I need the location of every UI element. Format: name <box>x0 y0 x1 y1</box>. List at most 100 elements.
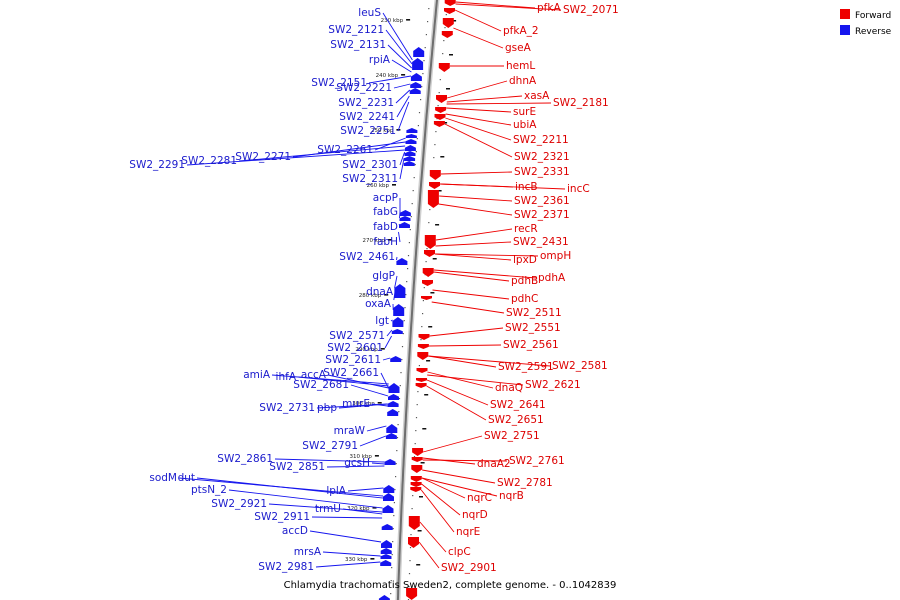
forward-gene-label[interactable]: SW2_2321 <box>514 151 570 163</box>
forward-gene-feature[interactable] <box>424 250 435 257</box>
forward-gene-feature[interactable] <box>410 476 422 482</box>
reverse-gene-feature[interactable] <box>406 128 418 133</box>
reverse-gene-label[interactable]: SW2_2121 <box>328 24 384 36</box>
forward-gene-label[interactable]: dnaQ <box>495 382 523 394</box>
forward-gene-feature[interactable] <box>441 31 453 38</box>
reverse-gene-label[interactable]: ihfA <box>276 371 297 383</box>
reverse-gene-label[interactable]: SW2_2861 <box>217 453 273 465</box>
forward-gene-label[interactable]: SW2_2901 <box>441 562 497 574</box>
forward-gene-feature[interactable] <box>417 352 429 360</box>
forward-gene-feature[interactable] <box>418 334 430 340</box>
reverse-gene-feature[interactable] <box>399 210 411 216</box>
reverse-gene-label[interactable]: SW2_2851 <box>269 461 325 473</box>
forward-gene-label[interactable]: SW2_2591 <box>498 361 554 373</box>
reverse-gene-label[interactable]: SW2_2261 <box>317 144 373 156</box>
forward-gene-label[interactable]: nqrE <box>456 526 480 538</box>
forward-gene-feature[interactable] <box>434 114 446 120</box>
reverse-gene-label[interactable]: pbp <box>317 402 337 414</box>
reverse-gene-label[interactable]: mrsA <box>294 546 322 558</box>
reverse-gene-feature[interactable] <box>380 560 392 566</box>
forward-gene-label[interactable]: lpxD <box>513 254 537 266</box>
reverse-gene-label[interactable]: accA <box>301 369 327 381</box>
forward-gene-label[interactable]: SW2_2561 <box>503 339 559 351</box>
reverse-gene-label[interactable]: amiA <box>243 369 271 381</box>
reverse-gene-feature[interactable] <box>394 284 406 298</box>
forward-gene-label[interactable]: incC <box>567 183 590 195</box>
forward-gene-label[interactable]: hemL <box>506 60 535 72</box>
forward-gene-label[interactable]: SW2_2781 <box>497 477 553 489</box>
forward-gene-feature[interactable] <box>415 383 427 388</box>
reverse-gene-feature[interactable] <box>404 145 416 151</box>
reverse-gene-feature[interactable] <box>391 329 403 334</box>
forward-gene-label[interactable]: SW2_2551 <box>505 322 561 334</box>
reverse-gene-feature[interactable] <box>399 222 410 228</box>
reverse-gene-feature[interactable] <box>381 524 393 530</box>
forward-gene-label[interactable]: SW2_2511 <box>506 307 562 319</box>
forward-gene-label[interactable]: pdhC <box>511 293 538 305</box>
forward-gene-label[interactable]: ubiA <box>513 119 537 131</box>
forward-gene-feature[interactable] <box>433 121 445 127</box>
forward-gene-feature[interactable] <box>416 378 427 382</box>
reverse-gene-feature[interactable] <box>378 595 390 600</box>
reverse-gene-feature[interactable] <box>380 554 392 559</box>
forward-gene-label[interactable]: ompH <box>540 250 571 262</box>
forward-gene-label[interactable]: SW2_2651 <box>488 414 544 426</box>
reverse-gene-feature[interactable] <box>387 409 399 416</box>
reverse-gene-feature[interactable] <box>383 493 394 501</box>
reverse-gene-label[interactable]: dut <box>178 472 195 484</box>
reverse-gene-feature[interactable] <box>385 433 397 439</box>
reverse-gene-feature[interactable] <box>404 156 416 161</box>
forward-gene-label[interactable]: nqrD <box>462 509 488 521</box>
reverse-gene-label[interactable]: fabD <box>373 221 398 233</box>
reverse-gene-label[interactable]: SW2_2231 <box>338 97 394 109</box>
reverse-gene-feature[interactable] <box>413 47 425 57</box>
reverse-gene-feature[interactable] <box>387 401 399 407</box>
reverse-gene-feature[interactable] <box>390 356 402 362</box>
forward-gene-label[interactable]: nqrB <box>499 490 524 502</box>
forward-gene-feature[interactable] <box>424 235 436 249</box>
forward-gene-label[interactable]: pdhB <box>511 275 538 287</box>
reverse-gene-feature[interactable] <box>404 151 416 156</box>
forward-gene-feature[interactable] <box>411 465 423 473</box>
reverse-gene-label[interactable]: SW2_2681 <box>293 379 349 391</box>
reverse-gene-label[interactable]: SW2_2291 <box>129 159 185 171</box>
reverse-gene-feature[interactable] <box>380 548 392 554</box>
forward-gene-feature[interactable] <box>412 448 424 456</box>
reverse-gene-label[interactable]: fabH <box>373 236 398 248</box>
reverse-gene-label[interactable]: leuS <box>358 7 381 19</box>
forward-gene-feature[interactable] <box>438 63 450 72</box>
forward-gene-feature[interactable] <box>427 190 439 208</box>
reverse-gene-label[interactable]: gcsH <box>344 457 370 469</box>
forward-gene-label[interactable]: SW2_2181 <box>553 97 609 109</box>
forward-gene-label[interactable]: gseA <box>505 42 532 54</box>
reverse-gene-label[interactable]: mraW <box>334 425 366 437</box>
reverse-gene-label[interactable]: SW2_2921 <box>211 498 267 510</box>
reverse-gene-label[interactable]: SW2_2911 <box>254 511 310 523</box>
reverse-gene-label[interactable]: SW2_2281 <box>181 155 237 167</box>
reverse-gene-label[interactable]: SW2_2571 <box>329 330 385 342</box>
forward-gene-feature[interactable] <box>410 482 422 487</box>
reverse-gene-label[interactable]: acpP <box>373 192 398 204</box>
forward-gene-label[interactable]: SW2_2751 <box>484 430 540 442</box>
forward-gene-label[interactable]: dhnA <box>509 75 537 87</box>
forward-gene-feature[interactable] <box>444 8 455 14</box>
reverse-gene-label[interactable]: accD <box>282 525 308 537</box>
reverse-gene-label[interactable]: SW2_2981 <box>258 561 314 573</box>
reverse-gene-feature[interactable] <box>405 134 417 138</box>
forward-gene-label[interactable]: nqrC <box>467 492 492 504</box>
reverse-gene-feature[interactable] <box>403 161 415 166</box>
reverse-gene-label[interactable]: SW2_2791 <box>302 440 358 452</box>
reverse-gene-label[interactable]: dnaA <box>366 286 394 298</box>
reverse-gene-label[interactable]: SW2_2601 <box>327 342 383 354</box>
reverse-gene-feature[interactable] <box>410 73 422 81</box>
reverse-gene-feature[interactable] <box>412 58 424 70</box>
forward-gene-feature[interactable] <box>429 170 441 180</box>
forward-gene-label[interactable]: SW2_2621 <box>525 379 581 391</box>
forward-gene-feature[interactable] <box>406 588 418 600</box>
reverse-gene-label[interactable]: SW2_2611 <box>325 354 381 366</box>
reverse-gene-feature[interactable] <box>399 216 411 221</box>
reverse-gene-feature[interactable] <box>388 394 399 400</box>
forward-gene-feature[interactable] <box>442 18 454 28</box>
forward-gene-feature[interactable] <box>436 95 447 103</box>
reverse-gene-feature[interactable] <box>393 304 405 316</box>
